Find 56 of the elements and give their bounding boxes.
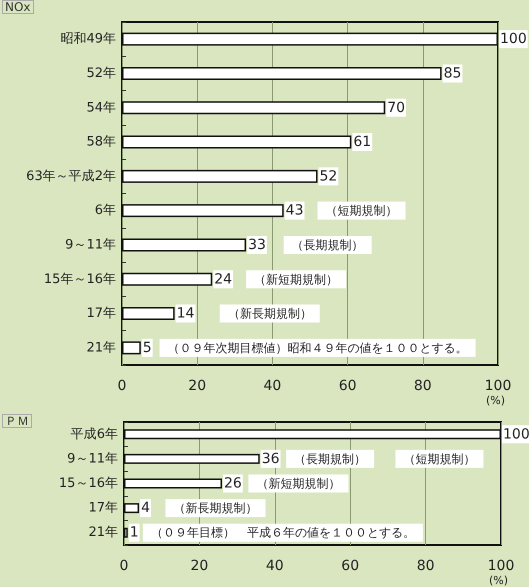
y-tick-label: 52年: [86, 66, 116, 81]
annotation: （新長期規制）: [228, 306, 312, 321]
data-label: 4: [141, 500, 150, 516]
data-label: 52: [320, 168, 338, 184]
text: NOx: [5, 0, 31, 14]
annotation: （短期規制）: [326, 204, 398, 218]
data-label: 61: [353, 134, 372, 150]
annotation: （新長期規制）: [173, 501, 258, 516]
x-tick-label: 100: [484, 378, 512, 394]
x-tick-label: 40: [263, 378, 282, 394]
y-tick-label: 54年: [86, 100, 116, 116]
data-label: 14: [176, 306, 195, 322]
x-tick-label: 80: [414, 378, 432, 394]
annotation: （長期規制）: [292, 238, 364, 252]
y-tick-label: 58年: [86, 134, 116, 150]
data-label: 1: [130, 524, 139, 541]
x-tick-label: 100: [488, 558, 514, 574]
x-tick-label: 80: [416, 558, 435, 574]
x-tick-label: 60: [341, 558, 360, 574]
x-axis-title: (%): [486, 394, 506, 407]
y-tick-label: 17年: [88, 500, 118, 516]
annotation: （０９年目標） 平成６年の値を１００とする。: [150, 526, 415, 540]
data-label: 100: [503, 426, 529, 442]
x-tick-label: 0: [120, 558, 128, 574]
x-tick-label: 0: [118, 378, 126, 394]
y-tick-label: 15～16年: [58, 476, 118, 491]
data-label: 70: [387, 100, 406, 116]
annotation: （新短期規制）: [256, 476, 340, 490]
y-tick-label: 21年: [86, 340, 116, 356]
x-axis-title: (%): [489, 574, 508, 587]
data-label: 85: [444, 65, 462, 82]
annotation: （長期規制）: [294, 452, 366, 466]
y-tick-label: 昭和49年: [60, 32, 116, 47]
y-tick-label: 6年: [94, 203, 116, 218]
annotation: （０９年次期目標値）昭和４９年の値を１００とする。: [168, 340, 468, 355]
x-tick-label: 40: [266, 558, 284, 574]
annotation: （新短期規制）: [254, 272, 338, 286]
y-tick-label: 9～11年: [65, 237, 116, 252]
annotation: （短期規制）: [403, 452, 476, 466]
y-tick-label: 15年～16年: [44, 272, 116, 287]
data-label: 100: [500, 31, 527, 48]
x-tick-label: 20: [188, 378, 206, 394]
data-label: 43: [286, 202, 304, 219]
data-label: 33: [248, 236, 266, 253]
y-tick-label: 17年: [86, 306, 116, 322]
x-tick-label: 60: [338, 378, 357, 394]
y-tick-label: 63年～平成2年: [26, 168, 116, 184]
y-tick-label: 21年: [88, 525, 118, 540]
data-label: 5: [142, 340, 152, 356]
text: ＰＭ: [5, 414, 29, 428]
data-label: 36: [262, 450, 280, 467]
y-tick-label: 平成6年: [70, 426, 118, 442]
data-label: 26: [224, 476, 242, 492]
x-tick-label: 20: [190, 558, 208, 574]
data-label: 24: [214, 271, 232, 288]
y-tick-label: 9～11年: [67, 451, 118, 466]
